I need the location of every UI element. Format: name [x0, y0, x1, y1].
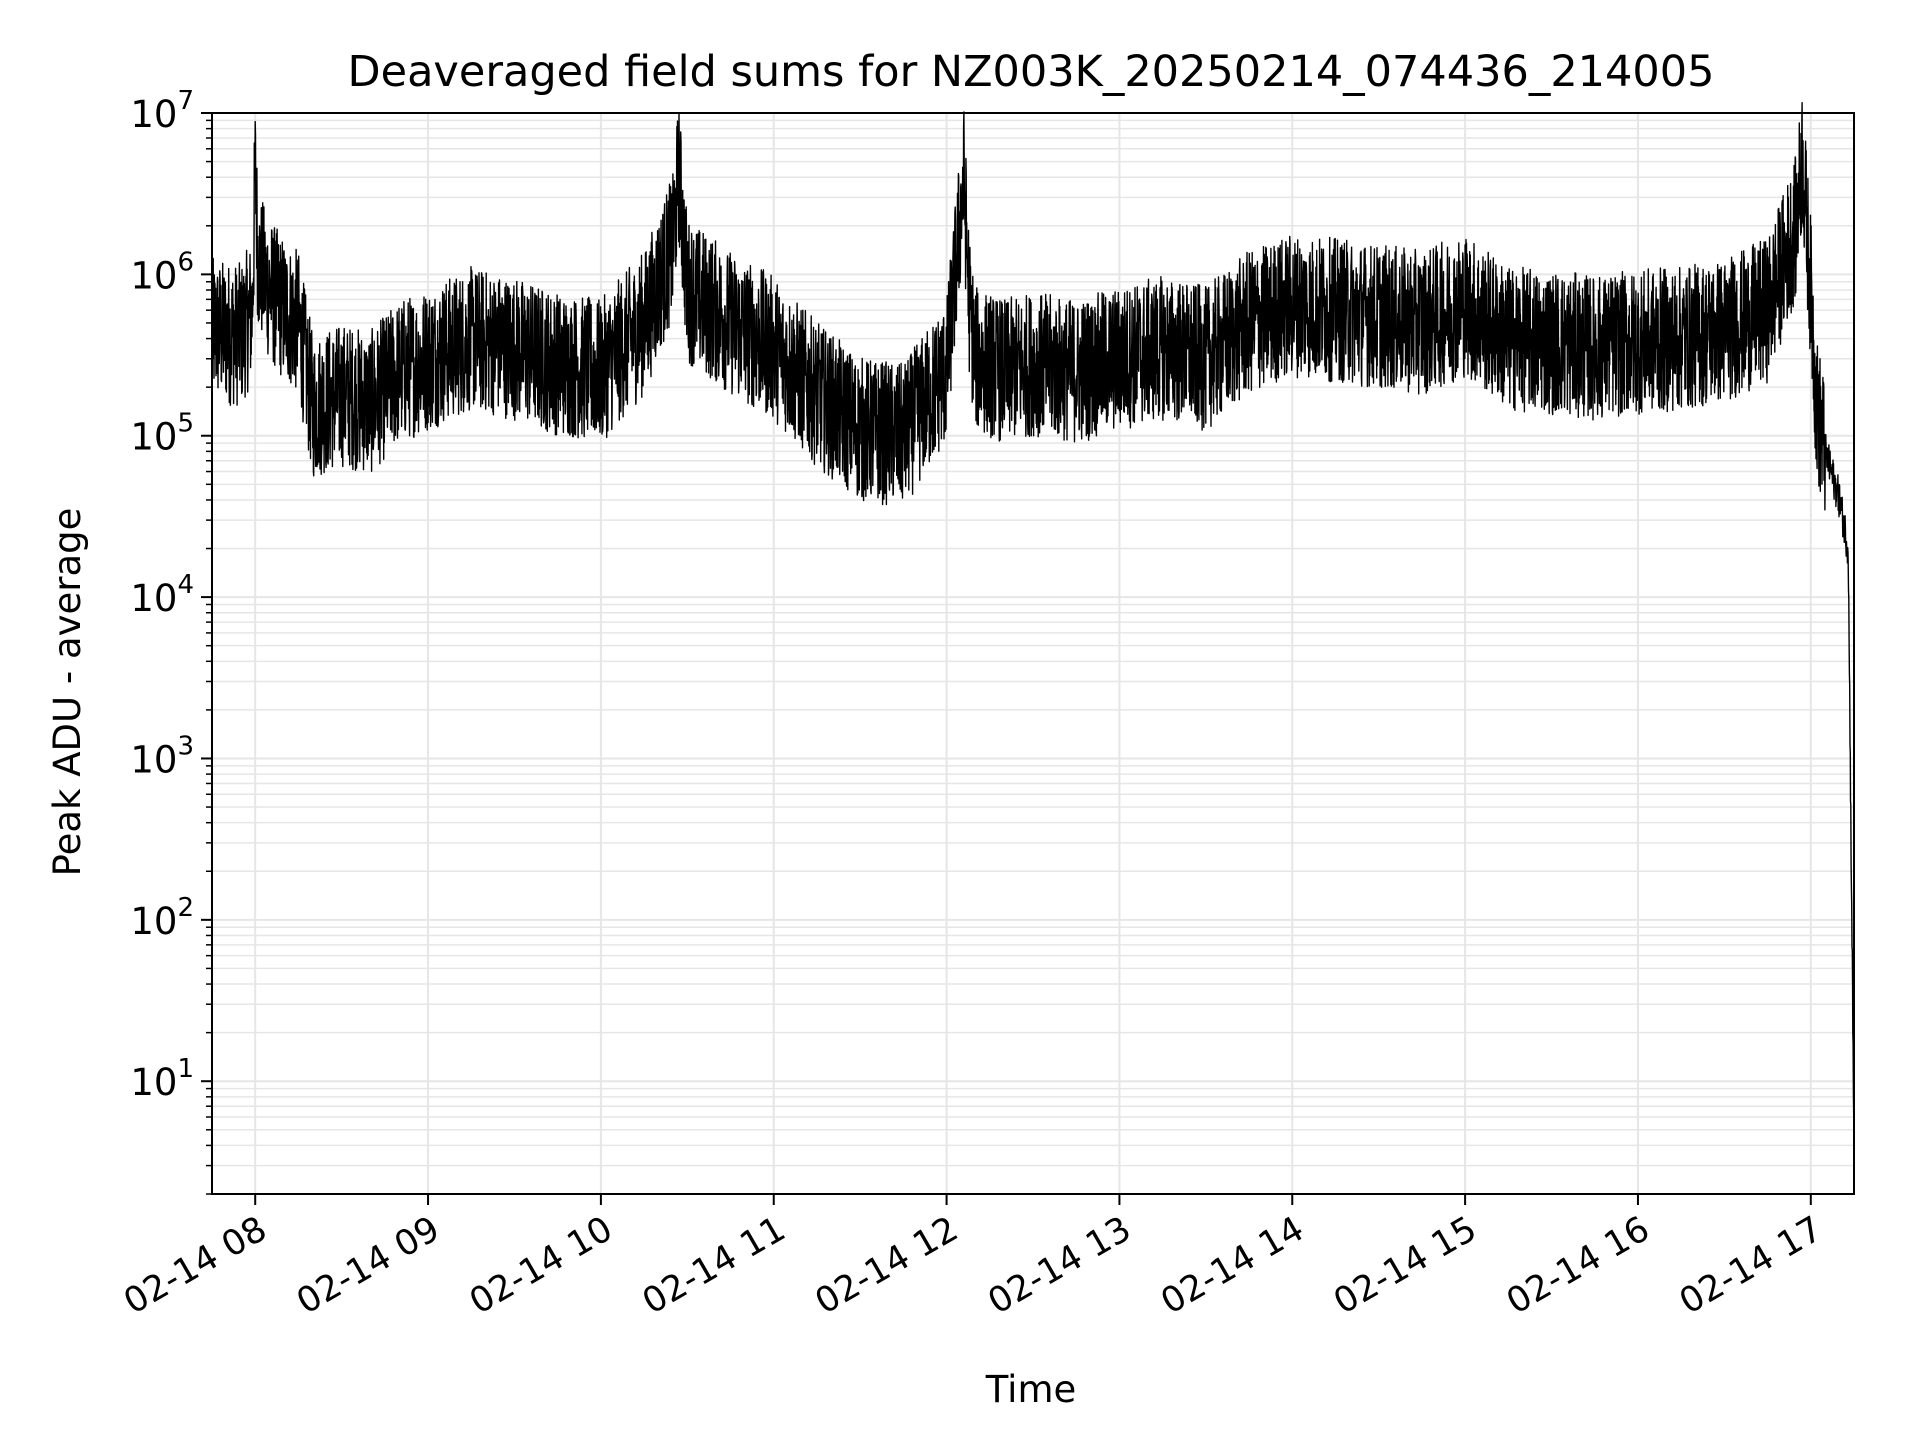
- y-tick-label-base: 10: [130, 93, 177, 136]
- series-line: [211, 101, 1855, 1146]
- y-tick-label-exponent: 6: [177, 247, 194, 277]
- y-tick-label: 107: [130, 86, 194, 136]
- y-tick-label-base: 10: [130, 1061, 177, 1104]
- y-tick-label: 103: [130, 731, 194, 781]
- y-axis-label: Peak ADU - average: [46, 508, 89, 877]
- y-tick-label-base: 10: [130, 254, 177, 297]
- plot-frame: [211, 112, 1855, 1195]
- y-tick-label-base: 10: [130, 738, 177, 781]
- y-tick-label: 104: [130, 570, 194, 620]
- y-tick-label-exponent: 5: [177, 409, 194, 439]
- chart-title: Deaveraged field sums for NZ003K_2025021…: [348, 47, 1715, 97]
- y-tick-label-base: 10: [130, 900, 177, 943]
- y-tick-label-base: 10: [130, 577, 177, 620]
- y-tick-label-base: 10: [130, 416, 177, 459]
- y-tick-label: 105: [130, 409, 194, 459]
- y-tick-label-exponent: 1: [177, 1054, 194, 1084]
- y-tick-label-exponent: 7: [177, 86, 194, 116]
- grid: [212, 112, 1854, 1195]
- series-layer: [211, 101, 1855, 1146]
- y-tick-label-exponent: 4: [177, 570, 194, 600]
- y-tick-label-exponent: 3: [177, 731, 194, 761]
- x-axis-label: Time: [985, 1368, 1077, 1411]
- y-tick-label: 101: [130, 1054, 194, 1104]
- y-tick-label: 106: [130, 247, 194, 297]
- y-tick-label-exponent: 2: [177, 893, 194, 923]
- y-tick-label: 102: [130, 893, 194, 943]
